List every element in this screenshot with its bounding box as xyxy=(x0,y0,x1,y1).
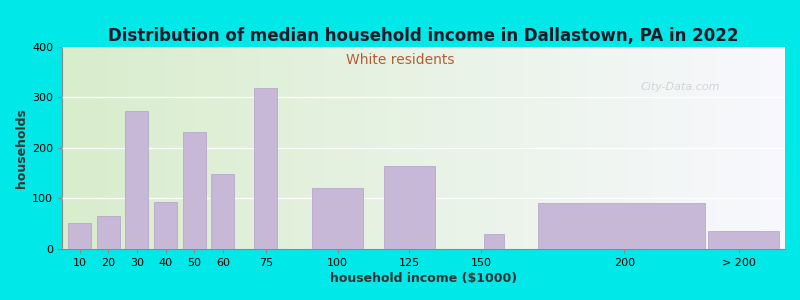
X-axis label: household income ($1000): household income ($1000) xyxy=(330,272,518,285)
Text: White residents: White residents xyxy=(346,53,454,67)
Bar xyxy=(182,131,206,249)
Bar xyxy=(484,234,504,249)
Bar xyxy=(383,167,435,249)
Title: Distribution of median household income in Dallastown, PA in 2022: Distribution of median household income … xyxy=(109,27,739,45)
Bar xyxy=(126,111,148,249)
Bar xyxy=(707,231,779,249)
Bar xyxy=(211,174,234,249)
Bar xyxy=(312,188,363,249)
Bar xyxy=(538,203,705,249)
Bar xyxy=(68,223,91,249)
Text: City-Data.com: City-Data.com xyxy=(641,82,720,92)
Y-axis label: households: households xyxy=(15,108,28,188)
Bar xyxy=(154,202,177,249)
Bar xyxy=(254,88,278,249)
Bar xyxy=(97,216,120,249)
